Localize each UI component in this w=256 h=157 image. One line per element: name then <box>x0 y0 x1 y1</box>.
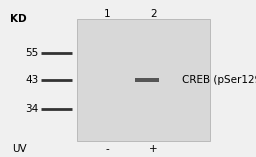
Text: CREB (pSer129): CREB (pSer129) <box>182 75 256 85</box>
Text: +: + <box>149 144 158 154</box>
Text: 1: 1 <box>104 9 111 19</box>
Text: 43: 43 <box>25 75 38 85</box>
Text: 2: 2 <box>150 9 157 19</box>
Text: 55: 55 <box>25 48 38 58</box>
Bar <box>77 19 210 141</box>
Text: UV: UV <box>12 144 27 154</box>
Text: 34: 34 <box>25 104 38 114</box>
Bar <box>135 78 159 82</box>
Text: -: - <box>106 144 109 154</box>
Text: KD: KD <box>10 14 27 24</box>
